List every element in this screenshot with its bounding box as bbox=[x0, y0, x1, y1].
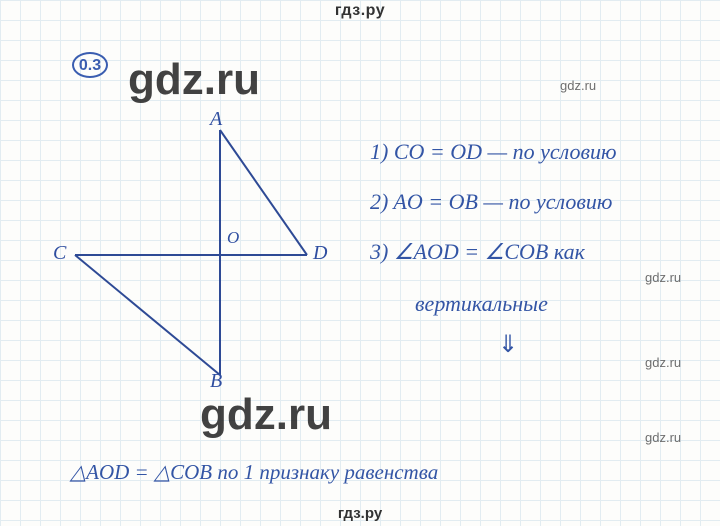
watermark-text: gdz.ru bbox=[645, 355, 681, 370]
segment-CB bbox=[75, 255, 220, 375]
watermark-text: gdz.ru bbox=[128, 55, 260, 104]
point-label-C: C bbox=[53, 242, 66, 265]
watermark-small-2: gdz.ru bbox=[645, 270, 681, 285]
geometry-diagram: A B C D O bbox=[55, 120, 315, 400]
page-footer: гдз.ру bbox=[0, 505, 720, 522]
watermark-text: gdz.ru bbox=[560, 78, 596, 93]
proof-conclusion: △AOD = △COB по 1 признаку равенства bbox=[70, 460, 438, 485]
header-site: гдз.ру bbox=[335, 2, 385, 19]
proof-line-2: 2) AO = OB — по условию bbox=[370, 188, 612, 217]
watermark-big-1: gdz.ru bbox=[128, 55, 260, 105]
point-label-A: A bbox=[210, 108, 222, 131]
footer-site: гдз.ру bbox=[338, 505, 382, 522]
problem-number-text: 0.3 bbox=[79, 57, 101, 74]
point-label-B: B bbox=[210, 370, 222, 393]
proof-line-3: 3) ∠AOD = ∠COB как bbox=[370, 238, 585, 267]
watermark-text: gdz.ru bbox=[645, 430, 681, 445]
diagram-svg bbox=[55, 120, 335, 400]
watermark-small-3: gdz.ru bbox=[645, 355, 681, 370]
down-arrow-icon: ⇓ bbox=[498, 330, 518, 359]
page-header: гдз.ру bbox=[0, 2, 720, 20]
watermark-small-1: gdz.ru bbox=[560, 78, 596, 93]
point-label-O: O bbox=[227, 228, 239, 248]
point-label-D: D bbox=[313, 242, 327, 265]
watermark-small-4: gdz.ru bbox=[645, 430, 681, 445]
watermark-text: gdz.ru bbox=[645, 270, 681, 285]
proof-line-1: 1) CO = OD — по условию bbox=[370, 138, 617, 167]
problem-number-badge: 0.3 bbox=[72, 52, 108, 78]
proof-line-4: вертикальные bbox=[415, 290, 548, 319]
